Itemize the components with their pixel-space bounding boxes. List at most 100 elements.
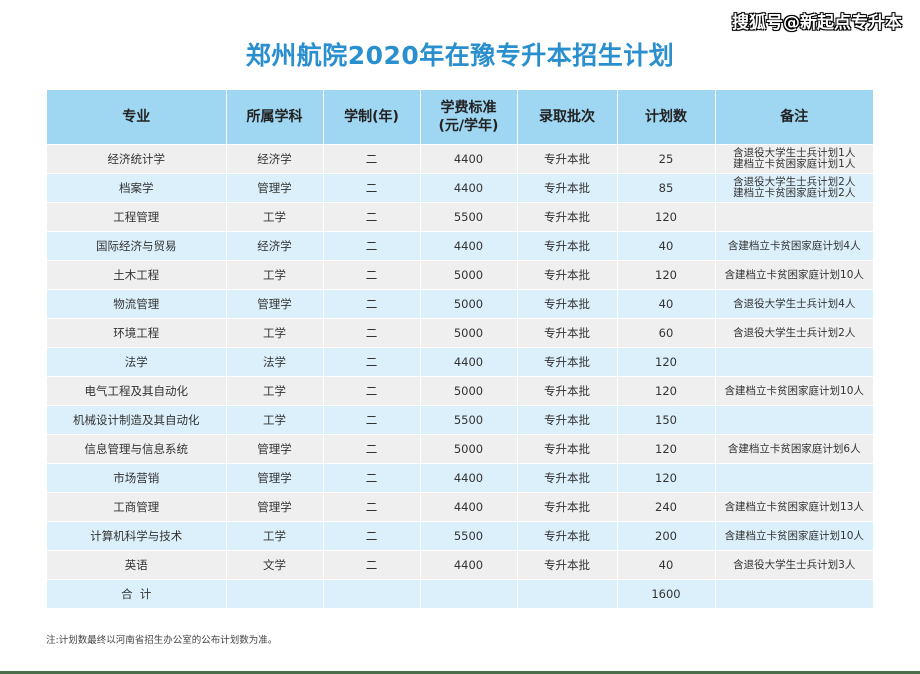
header-discipline: 所属学科 <box>225 90 323 145</box>
cell-discipline: 经济学 <box>225 231 323 261</box>
cell-quota: 85 <box>616 173 715 203</box>
cell-tuition: 4400 <box>419 463 517 493</box>
cell-discipline: 文学 <box>225 550 323 580</box>
cell-discipline: 管理学 <box>225 173 323 203</box>
table-row: 法学 法学二 4400 专升本批 120 <box>47 347 873 377</box>
table-row: 土木工程 工学二 5000 专升本批 120 含建档立卡贫困家庭计划10人 <box>47 260 873 290</box>
cell-tuition: 4400 <box>419 231 517 261</box>
table-row: 机械设计制造及其自动化 工学二 5500 专升本批 150 <box>47 405 873 435</box>
empty-cell <box>322 579 420 608</box>
total-label: 合 计 <box>47 579 226 608</box>
remark-line-1: 含建档立卡贫困家庭计划10人 <box>724 268 864 281</box>
cell-quota: 120 <box>616 463 715 493</box>
table-row: 电气工程及其自动化 工学二 5000 专升本批 120 含建档立卡贫困家庭计划10人 <box>47 376 873 406</box>
table-row: 工程管理 工学二 5500 专升本批 120 <box>47 202 873 232</box>
cell-remarks <box>714 405 873 435</box>
cell-remarks: 含建档立卡贫困家庭计划10人 <box>714 521 873 551</box>
cell-batch: 专升本批 <box>516 260 617 290</box>
cell-discipline: 工学 <box>225 260 323 290</box>
remark-line-1: 含退役大学生士兵计划4人 <box>733 297 856 310</box>
cell-years: 二 <box>322 434 420 464</box>
cell-major: 国际经济与贸易 <box>47 231 226 261</box>
cell-remarks <box>714 202 873 232</box>
cell-quota: 40 <box>616 231 715 261</box>
cell-discipline: 工学 <box>225 318 323 348</box>
cell-remarks <box>714 347 873 377</box>
cell-batch: 专升本批 <box>516 492 617 522</box>
remark-line-1: 含退役大学生士兵计划2人 <box>733 326 856 339</box>
cell-years: 二 <box>322 231 420 261</box>
cell-years: 二 <box>322 260 420 290</box>
cell-batch: 专升本批 <box>516 376 617 406</box>
cell-quota: 120 <box>616 202 715 232</box>
cell-remarks: 含退役大学生士兵计划2人 建档立卡贫困家庭计划2人 <box>714 173 873 203</box>
cell-remarks: 含建档立卡贫困家庭计划10人 <box>714 260 873 290</box>
remark-line-1: 含建档立卡贫困家庭计划4人 <box>727 239 861 252</box>
footnote: 注:计划数最终以河南省招生办公室的公布计划数为准。 <box>46 635 278 646</box>
cell-batch: 专升本批 <box>516 521 617 551</box>
cell-remarks: 含建档立卡贫困家庭计划6人 <box>714 434 873 464</box>
cell-discipline: 法学 <box>225 347 323 377</box>
empty-cell <box>714 579 873 608</box>
cell-years: 二 <box>322 202 420 232</box>
table-row: 信息管理与信息系统 管理学二 5000 专升本批 120 含建档立卡贫困家庭计划6人 <box>47 434 873 464</box>
cell-discipline: 管理学 <box>225 289 323 319</box>
enrollment-plan-table: 专业 所属学科 学制(年) 学费标准 (元/学年) 录取批次 计划数 备注 经济统… <box>47 90 873 608</box>
cell-batch: 专升本批 <box>516 318 617 348</box>
cell-major: 机械设计制造及其自动化 <box>47 405 226 435</box>
cell-discipline: 工学 <box>225 405 323 435</box>
cell-batch: 专升本批 <box>516 463 617 493</box>
table-row: 物流管理 管理学二 5000 专升本批 40 含退役大学生士兵计划4人 <box>47 289 873 319</box>
cell-tuition: 4400 <box>419 173 517 203</box>
cell-tuition: 4400 <box>419 492 517 522</box>
remark-line-1: 含建档立卡贫困家庭计划10人 <box>724 384 864 397</box>
cell-tuition: 4400 <box>419 347 517 377</box>
cell-major: 工程管理 <box>47 202 226 232</box>
page-title: 郑州航院2020年在豫专升本招生计划 <box>245 41 675 70</box>
cell-tuition: 5500 <box>419 521 517 551</box>
table-row: 计算机科学与技术 工学二 5500 专升本批 200 含建档立卡贫困家庭计划10人 <box>47 521 873 551</box>
cell-remarks: 含退役大学生士兵计划1人 建档立卡贫困家庭计划1人 <box>714 144 873 174</box>
cell-remarks: 含退役大学生士兵计划3人 <box>714 550 873 580</box>
cell-years: 二 <box>322 144 420 174</box>
cell-years: 二 <box>322 492 420 522</box>
cell-discipline: 经济学 <box>225 144 323 174</box>
cell-batch: 专升本批 <box>516 405 617 435</box>
header-major: 专业 <box>47 90 226 145</box>
cell-quota: 120 <box>616 376 715 406</box>
cell-quota: 25 <box>616 144 715 174</box>
cell-batch: 专升本批 <box>516 173 617 203</box>
cell-quota: 150 <box>616 405 715 435</box>
cell-tuition: 5000 <box>419 376 517 406</box>
cell-years: 二 <box>322 550 420 580</box>
empty-cell <box>225 579 323 608</box>
header-batch: 录取批次 <box>516 90 617 145</box>
cell-quota: 60 <box>616 318 715 348</box>
empty-cell <box>516 579 617 608</box>
cell-major: 工商管理 <box>47 492 226 522</box>
cell-major: 物流管理 <box>47 289 226 319</box>
remark-line-2: 建档立卡贫困家庭计划2人 <box>733 187 856 199</box>
cell-major: 法学 <box>47 347 226 377</box>
cell-batch: 专升本批 <box>516 434 617 464</box>
cell-batch: 专升本批 <box>516 289 617 319</box>
cell-batch: 专升本批 <box>516 231 617 261</box>
cell-quota: 120 <box>616 347 715 377</box>
cell-tuition: 5000 <box>419 434 517 464</box>
cell-remarks <box>714 463 873 493</box>
header-tuition-line2: (元/学年) <box>438 118 499 134</box>
remark-line-1: 含退役大学生士兵计划2人 <box>733 176 856 188</box>
cell-remarks: 含退役大学生士兵计划2人 <box>714 318 873 348</box>
cell-major: 信息管理与信息系统 <box>47 434 226 464</box>
header-tuition: 学费标准 (元/学年) <box>419 90 517 145</box>
cell-remarks: 含退役大学生士兵计划4人 <box>714 289 873 319</box>
cell-tuition: 5000 <box>419 260 517 290</box>
cell-discipline: 工学 <box>225 521 323 551</box>
remark-line-1: 含建档立卡贫困家庭计划6人 <box>727 442 861 455</box>
cell-tuition: 5500 <box>419 202 517 232</box>
cell-tuition: 5500 <box>419 405 517 435</box>
cell-remarks: 含建档立卡贫困家庭计划10人 <box>714 376 873 406</box>
cell-tuition: 5000 <box>419 318 517 348</box>
cell-major: 市场营销 <box>47 463 226 493</box>
table-row: 英语 文学二 4400 专升本批 40 含退役大学生士兵计划3人 <box>47 550 873 580</box>
